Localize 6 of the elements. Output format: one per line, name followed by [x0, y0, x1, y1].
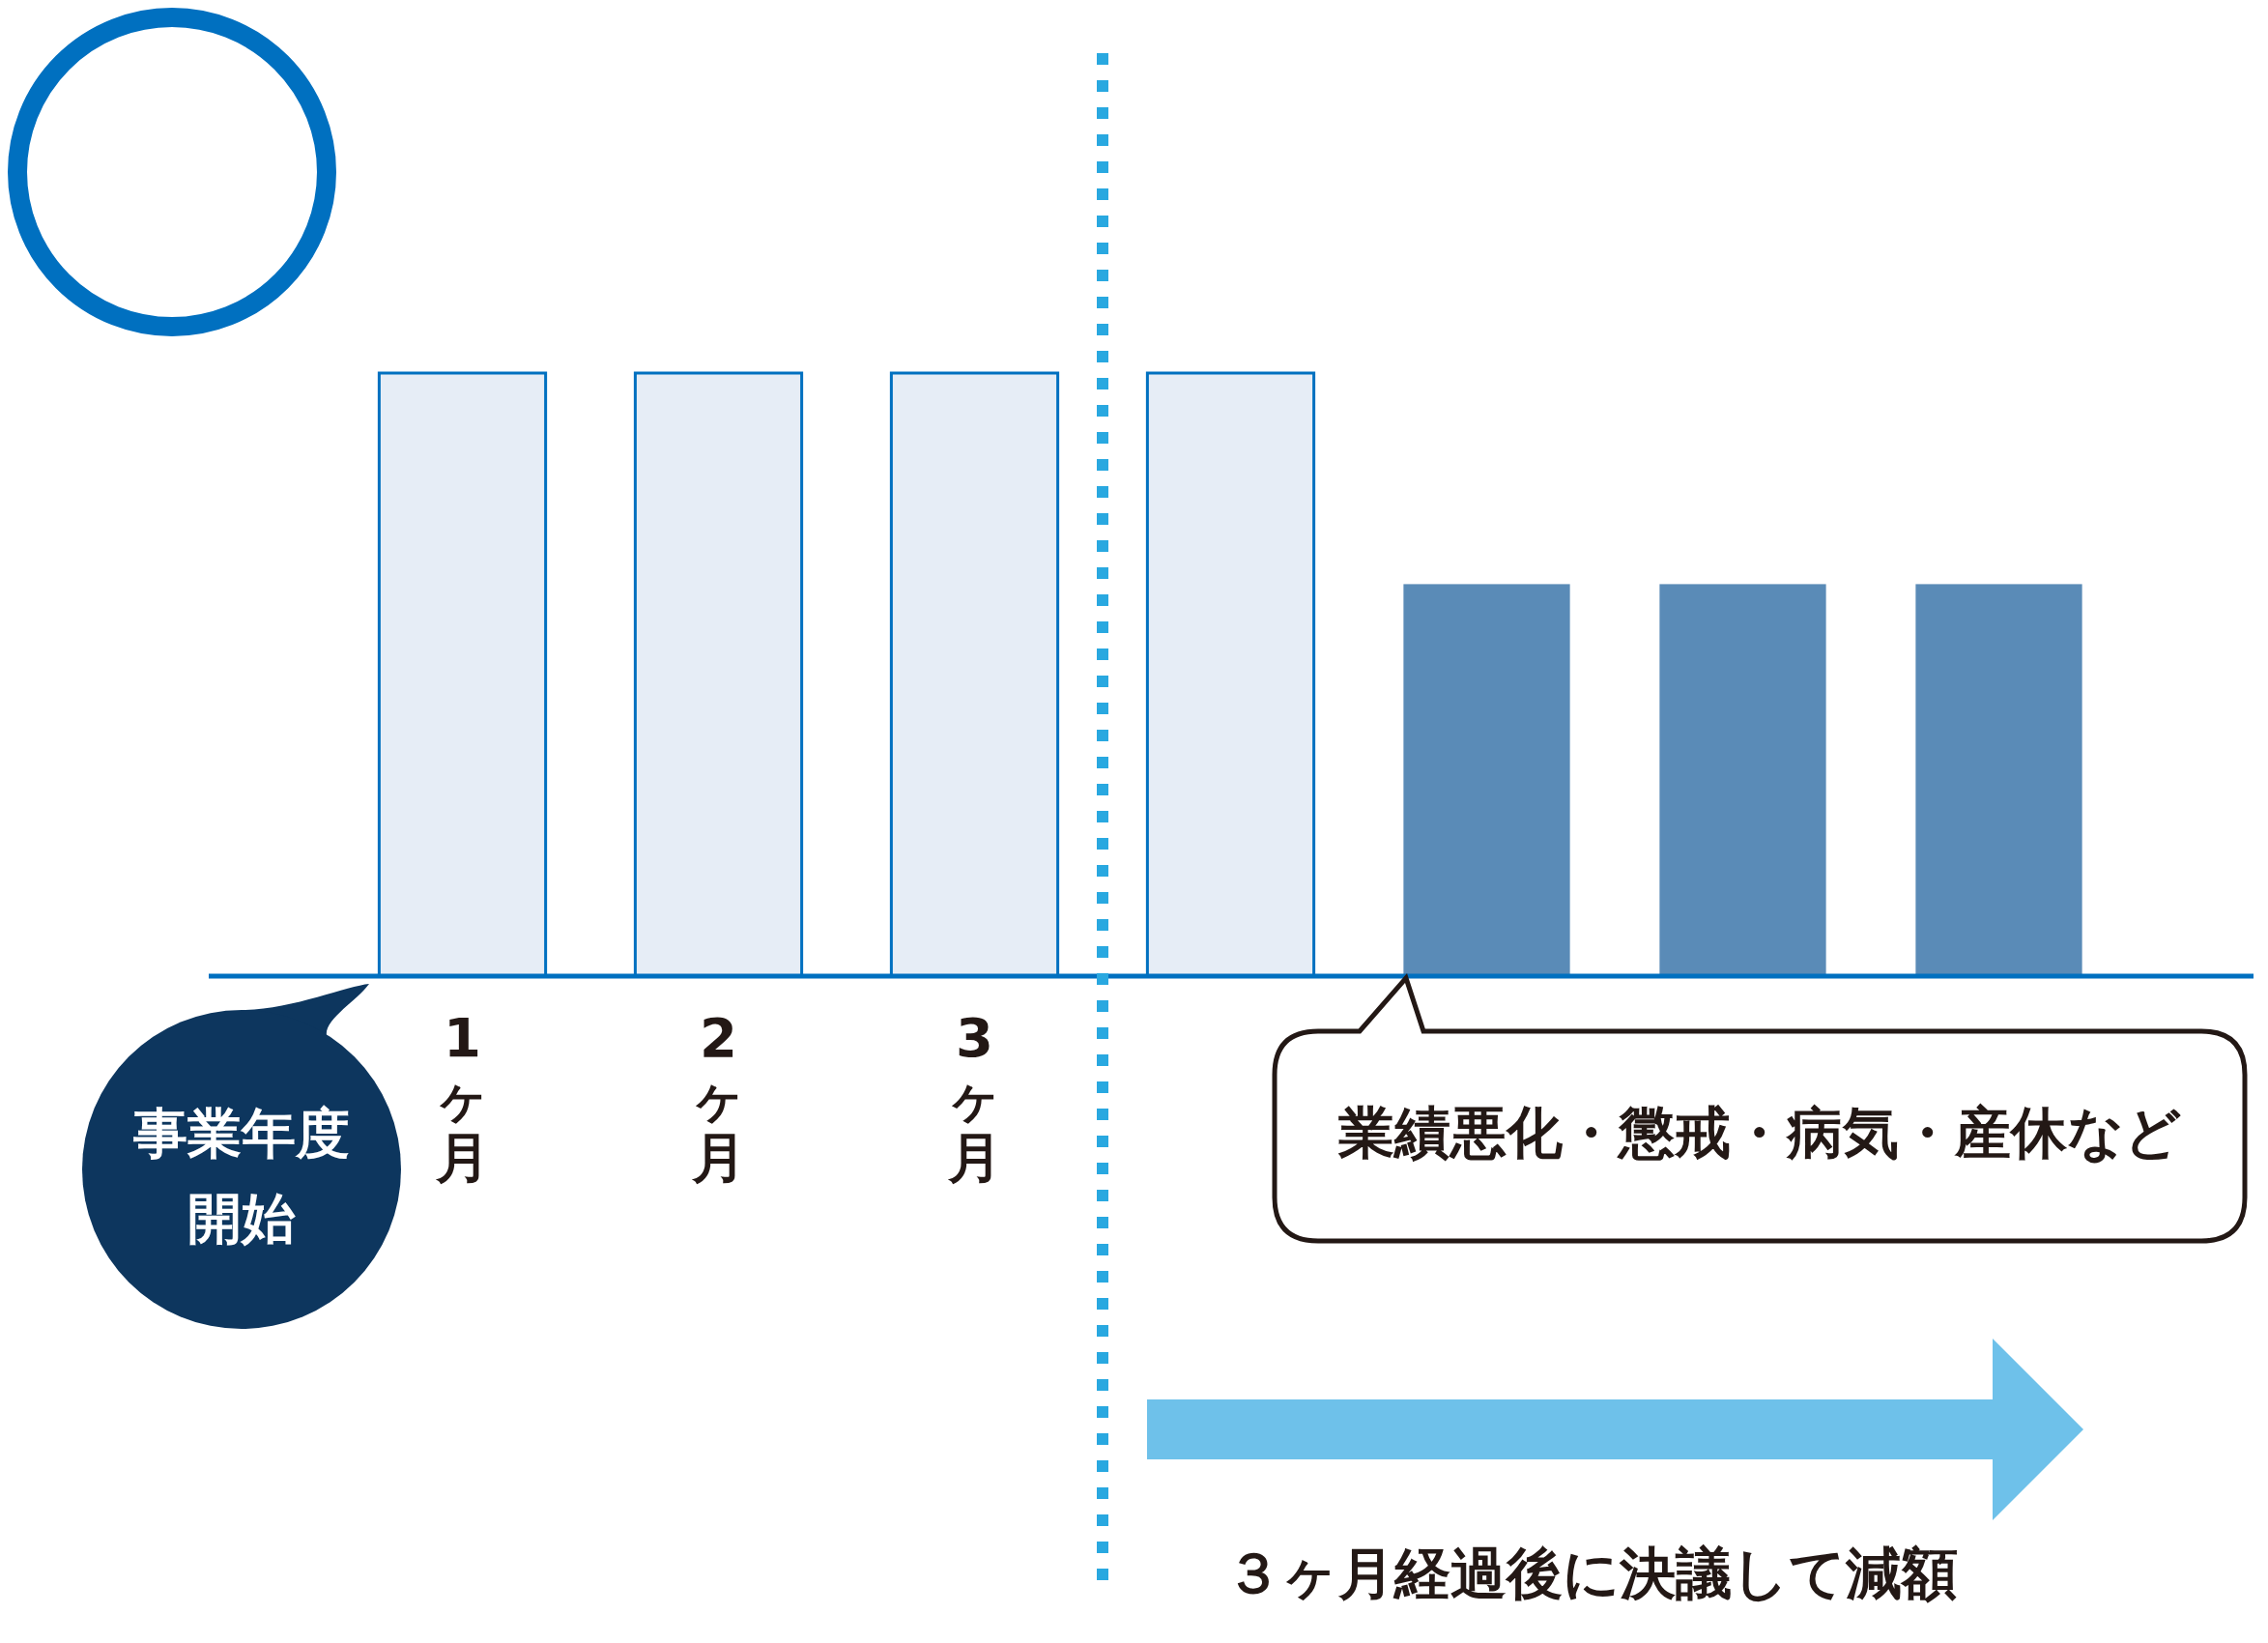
- text: 業績悪化・懲戒・病気・産休など: [1337, 1100, 2181, 1166]
- x-tick-label: 1ヶ月: [434, 1006, 490, 1189]
- text: ３ヶ月経過後に決議して減額: [1225, 1541, 1958, 1606]
- x-tick-label: 3ヶ月: [946, 1006, 1002, 1189]
- text: 事業年度開始: [132, 1102, 350, 1250]
- x-tick-label: 2ヶ月: [690, 1006, 746, 1189]
